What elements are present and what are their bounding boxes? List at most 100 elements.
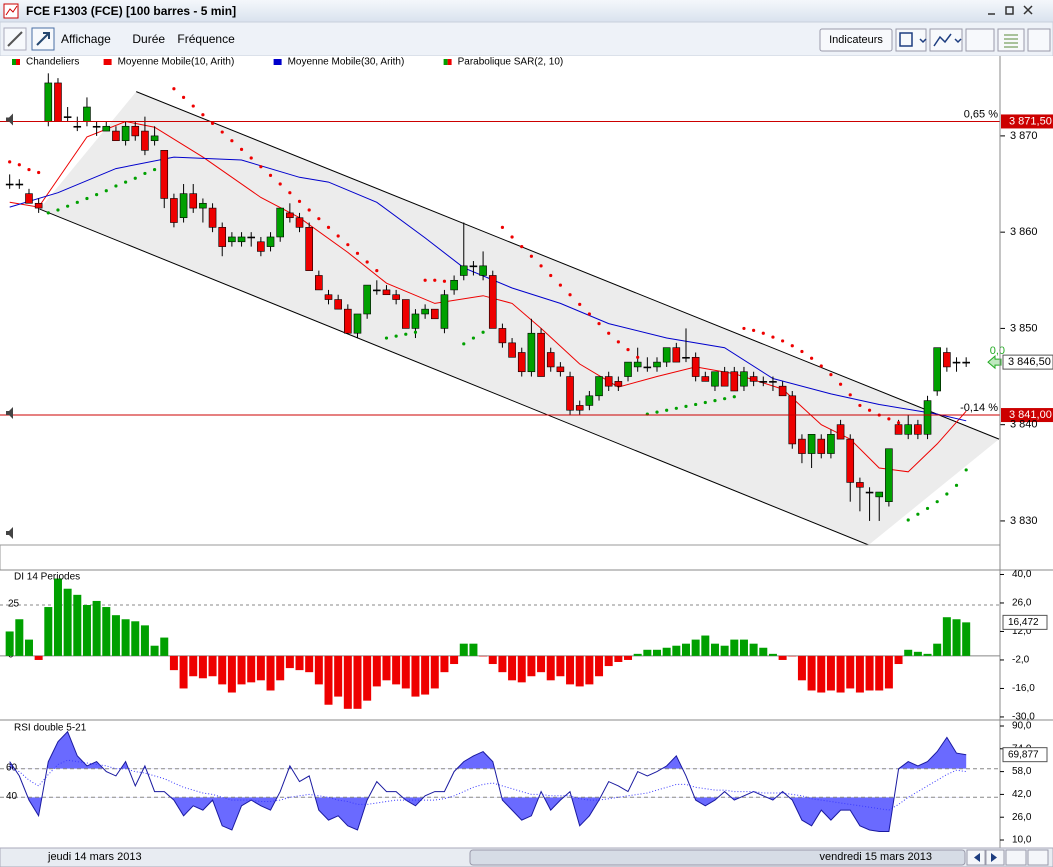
sar-dot	[162, 163, 166, 167]
bar	[884, 655, 893, 689]
zoom-in-button[interactable]	[1005, 849, 1027, 866]
list-button[interactable]	[997, 28, 1025, 52]
candle-body	[817, 438, 826, 454]
candle-body	[469, 265, 478, 268]
scroll-arrows	[974, 853, 997, 862]
sar-dot	[104, 189, 108, 193]
y-tick-label: 3 830	[1010, 515, 1038, 527]
moving-average	[9, 156, 967, 422]
candle-body	[440, 294, 449, 329]
bar	[63, 588, 72, 656]
erase-button[interactable]	[965, 28, 995, 52]
draw-tool-glyph	[7, 31, 23, 47]
candle-body	[943, 352, 951, 368]
legend-swatch	[443, 59, 448, 65]
sar-dot	[539, 264, 543, 268]
left-tick-label: 25	[8, 599, 20, 610]
candle-body	[459, 265, 468, 276]
candle-body	[875, 491, 884, 498]
sar-dot	[317, 217, 321, 221]
candle-body	[430, 308, 439, 320]
sar-dot	[723, 397, 727, 401]
candle-body	[759, 381, 768, 383]
last-value-box	[1002, 747, 1048, 763]
sar-dot	[471, 336, 476, 340]
bar	[111, 615, 120, 656]
sar-dot	[838, 382, 843, 386]
sar-dot	[133, 176, 137, 180]
alert-icon	[6, 113, 13, 126]
bar	[285, 655, 294, 669]
bar	[208, 655, 217, 677]
sar-dot	[896, 421, 901, 425]
sar-dot	[616, 340, 620, 344]
bar	[527, 655, 536, 677]
menu-item[interactable]: Affichage	[61, 32, 111, 46]
sar-dot	[713, 399, 717, 403]
candle-body	[392, 294, 400, 300]
candle-body	[63, 116, 72, 118]
zoom-out-button[interactable]	[1027, 849, 1049, 866]
window-buttons[interactable]	[988, 5, 1033, 15]
sar-dot	[665, 408, 669, 412]
candle-body	[373, 289, 381, 292]
settings-button[interactable]	[1027, 28, 1051, 52]
level-label-box	[1001, 408, 1053, 423]
sar-dot	[336, 234, 340, 238]
sar-dot	[761, 331, 765, 335]
legend-label: Chandeliers	[26, 57, 79, 68]
sar-dot	[404, 332, 408, 336]
scroll-thumb[interactable]	[469, 849, 966, 866]
candle-body	[83, 106, 91, 122]
bar	[836, 655, 845, 693]
y-tick-label: 10,0	[1012, 835, 1032, 846]
candle-body	[682, 356, 690, 359]
bar	[952, 619, 961, 656]
bar	[643, 649, 652, 656]
sar-dot	[732, 395, 736, 399]
indicators-button[interactable]	[819, 28, 893, 52]
sar-dot	[848, 393, 852, 397]
sar-dot	[636, 355, 640, 359]
sar-dot	[442, 279, 447, 283]
candle-body	[73, 125, 82, 128]
sar-dot	[491, 324, 495, 329]
scroll-right-date: vendredi 15 mars 2013	[819, 851, 932, 863]
sar-dot	[626, 347, 630, 352]
bar	[923, 653, 932, 656]
y-tick-label: 3 870	[1010, 130, 1038, 142]
bar	[855, 655, 864, 693]
sar-dot	[152, 167, 157, 172]
menu-item[interactable]: Durée	[132, 32, 165, 46]
candle-body	[633, 361, 642, 368]
bar	[121, 619, 130, 656]
panel-title: RSI double 5-21	[14, 723, 87, 734]
di-bars	[5, 578, 971, 709]
sar-dot	[365, 260, 369, 264]
bar	[5, 631, 14, 656]
candle-body	[585, 395, 594, 406]
candle-body	[798, 438, 806, 454]
sar-dot	[935, 500, 939, 504]
candle-body	[546, 352, 555, 368]
bar	[653, 649, 662, 656]
channel-fill	[39, 91, 1000, 545]
candle-body	[92, 125, 101, 128]
candle-body	[5, 183, 14, 186]
candle-body	[189, 193, 198, 209]
bar	[894, 655, 903, 665]
candle-body	[778, 385, 787, 397]
menu-item[interactable]: Fréquence	[177, 32, 235, 46]
bar	[450, 655, 459, 665]
candle-body	[856, 482, 864, 488]
candle-body	[846, 438, 855, 483]
scroll-left-date: jeudi 14 mars 2013	[47, 851, 142, 863]
candle-body	[701, 376, 710, 382]
right-axis-area	[1000, 56, 1053, 848]
candle-body	[769, 381, 777, 383]
candle-body	[595, 376, 603, 397]
sar-dot	[510, 235, 514, 239]
sar-dot	[288, 191, 292, 195]
candle-body	[170, 198, 178, 223]
bar	[382, 655, 391, 681]
